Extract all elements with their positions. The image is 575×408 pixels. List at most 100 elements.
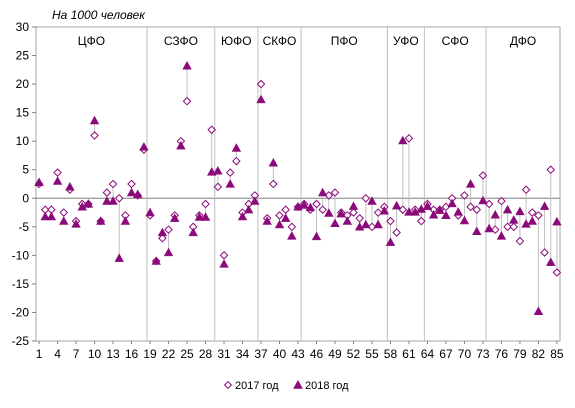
point-2017 — [59, 208, 69, 217]
point-2018 — [71, 219, 81, 228]
point-2018 — [361, 219, 371, 229]
point-2018 — [40, 211, 50, 221]
x-tick-label: 46 — [310, 347, 324, 361]
point-2017 — [478, 171, 488, 180]
point-2018 — [496, 231, 507, 240]
point-2017 — [164, 225, 173, 234]
point-2018 — [219, 259, 229, 268]
point-2018 — [96, 216, 106, 225]
point-2017 — [269, 179, 278, 189]
point-2017 — [287, 222, 297, 232]
x-tick-label: 25 — [180, 347, 194, 361]
x-tick-label: 7 — [73, 347, 80, 361]
point-2018 — [422, 201, 433, 210]
x-tick-label: 67 — [439, 347, 453, 361]
point-2018 — [385, 237, 396, 246]
y-tick-label: 5 — [22, 163, 29, 177]
region-label: ДФО — [510, 34, 536, 48]
point-2018 — [379, 206, 390, 215]
point-2018 — [262, 216, 272, 225]
point-2018 — [139, 142, 149, 151]
point-2017 — [349, 208, 358, 217]
point-2017 — [361, 193, 371, 203]
point-2018 — [83, 199, 94, 208]
point-2017 — [232, 156, 241, 166]
point-2017 — [460, 191, 469, 200]
point-2018 — [145, 207, 155, 217]
x-tick-label: 31 — [217, 347, 231, 361]
y-tick-label: -10 — [12, 248, 30, 262]
point-2018 — [256, 94, 266, 104]
point-2018 — [435, 205, 445, 214]
point-2017 — [404, 134, 414, 143]
x-tick-label: 34 — [236, 347, 250, 361]
point-2017 — [201, 199, 210, 209]
point-2017 — [114, 193, 124, 203]
y-tick-label: -20 — [12, 305, 30, 319]
point-2017 — [392, 228, 401, 237]
point-2017 — [472, 205, 482, 214]
point-2018 — [478, 195, 488, 205]
point-2018 — [225, 179, 235, 188]
y-tick-label: 30 — [16, 20, 30, 34]
point-2018 — [77, 202, 87, 211]
point-2017 — [527, 208, 537, 217]
x-tick-label: 28 — [199, 347, 213, 361]
point-2017 — [386, 216, 395, 226]
point-2017 — [552, 268, 562, 277]
point-2018 — [102, 196, 112, 205]
point-2018 — [114, 253, 124, 262]
point-2018 — [428, 210, 439, 219]
point-2018 — [404, 207, 414, 216]
point-2017 — [213, 182, 223, 192]
point-2018 — [490, 210, 500, 219]
point-2017 — [324, 191, 334, 200]
point-2018 — [231, 143, 242, 152]
point-2018 — [336, 208, 346, 218]
point-2017 — [53, 168, 62, 177]
x-tick-label: 1 — [36, 347, 43, 361]
point-2018 — [317, 187, 328, 197]
x-tick-label: 37 — [254, 347, 268, 361]
point-2017 — [102, 188, 112, 197]
x-tick-label: 43 — [291, 347, 305, 361]
point-2018 — [552, 216, 562, 226]
x-tick-label: 79 — [513, 347, 527, 361]
point-2017 — [207, 125, 217, 135]
x-tick-label: 73 — [476, 347, 490, 361]
legend-label: 2018 год — [305, 380, 349, 392]
region-label: ЮФО — [221, 34, 252, 48]
point-2018 — [398, 135, 408, 145]
point-2018 — [268, 158, 279, 167]
point-2017 — [503, 222, 512, 232]
point-2017 — [275, 211, 284, 220]
point-2018 — [410, 207, 420, 216]
point-2018 — [311, 231, 322, 241]
x-tick-label: 10 — [88, 347, 102, 361]
point-2018 — [52, 176, 63, 185]
point-2018 — [324, 208, 334, 217]
point-2018 — [515, 206, 525, 216]
y-tick-label: -5 — [18, 220, 29, 234]
point-2018 — [108, 196, 118, 205]
point-2018 — [484, 223, 494, 233]
point-2017 — [466, 202, 475, 212]
x-tick-label: 76 — [495, 347, 509, 361]
region-label: СФО — [442, 34, 469, 48]
legend-marker-2018 — [293, 379, 303, 389]
x-tick-label: 58 — [384, 347, 398, 361]
point-2018 — [391, 200, 402, 210]
point-2018 — [521, 219, 531, 228]
point-2018 — [151, 256, 161, 265]
point-2018 — [34, 177, 44, 186]
point-2017 — [546, 165, 556, 175]
y-tick-label: 0 — [22, 191, 29, 205]
region-label: УФО — [393, 34, 419, 48]
point-2017 — [219, 251, 229, 260]
point-2018 — [373, 219, 383, 229]
point-2018 — [472, 226, 482, 236]
point-2017 — [225, 168, 235, 177]
point-2017 — [515, 236, 525, 246]
point-2018 — [126, 187, 137, 197]
y-tick-label: 20 — [16, 77, 30, 91]
